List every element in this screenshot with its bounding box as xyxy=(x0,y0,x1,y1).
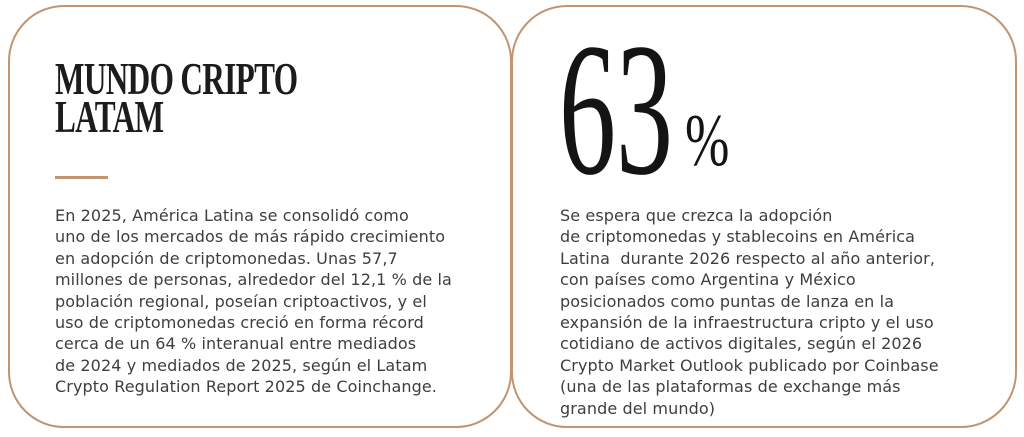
stat-value: 63 xyxy=(559,5,673,215)
card-title: MUNDO CRIPTO LATAM xyxy=(55,53,298,142)
stat-figure: 63% xyxy=(559,15,747,205)
card-mundo-cripto-latam: MUNDO CRIPTO LATAM En 2025, América Lati… xyxy=(8,5,512,428)
card-body-text: Se espera que crezca la adopción de crip… xyxy=(560,206,939,418)
card-body-text: En 2025, América Latina se consolidó com… xyxy=(55,206,452,397)
card-63-percent-stat: 63% Se espera que crezca la adopción de … xyxy=(511,5,1017,428)
title-divider xyxy=(55,176,108,179)
stat-percent-sign: % xyxy=(685,100,730,182)
